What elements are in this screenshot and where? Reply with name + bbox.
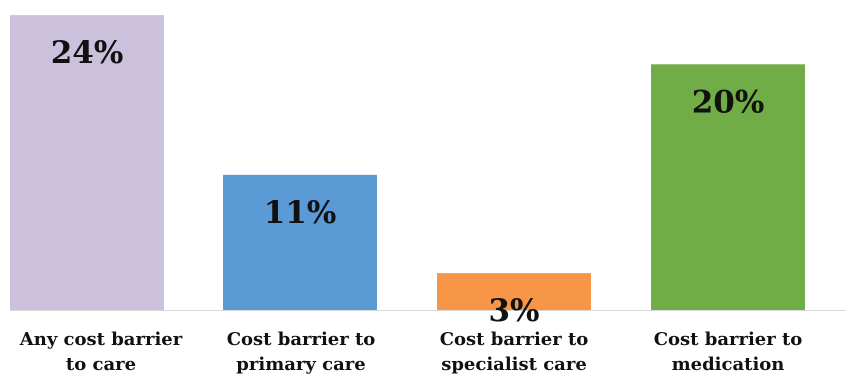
bar-primary-care <box>223 174 377 310</box>
category-label-line-2: specialist care <box>441 354 587 375</box>
data-label-medication: 20% <box>692 84 765 120</box>
category-label-any-cost-barrier: Any cost barrier to care <box>3 327 199 377</box>
category-label-line-1: Cost barrier to <box>653 329 803 350</box>
category-label-line-1: Any cost barrier <box>19 329 183 350</box>
category-label-medication: Cost barrier to medication <box>630 327 826 377</box>
data-label-any-cost-barrier: 24% <box>51 35 124 71</box>
bar-medication <box>651 64 805 311</box>
category-label-line-2: primary care <box>236 354 366 375</box>
category-label-line-1: Cost barrier to <box>439 329 589 350</box>
bar-any-cost-barrier <box>10 15 164 311</box>
category-label-line-2: medication <box>671 354 785 375</box>
category-label-primary-care: Cost barrier to primary care <box>203 327 399 377</box>
data-label-primary-care: 11% <box>264 195 337 231</box>
category-label-specialist-care: Cost barrier to specialist care <box>416 327 612 377</box>
bar-specialist-care <box>437 273 591 310</box>
data-label-specialist-care: 3% <box>488 293 539 329</box>
category-label-line-1: Cost barrier to <box>226 329 376 350</box>
category-label-line-2: to care <box>65 354 137 375</box>
